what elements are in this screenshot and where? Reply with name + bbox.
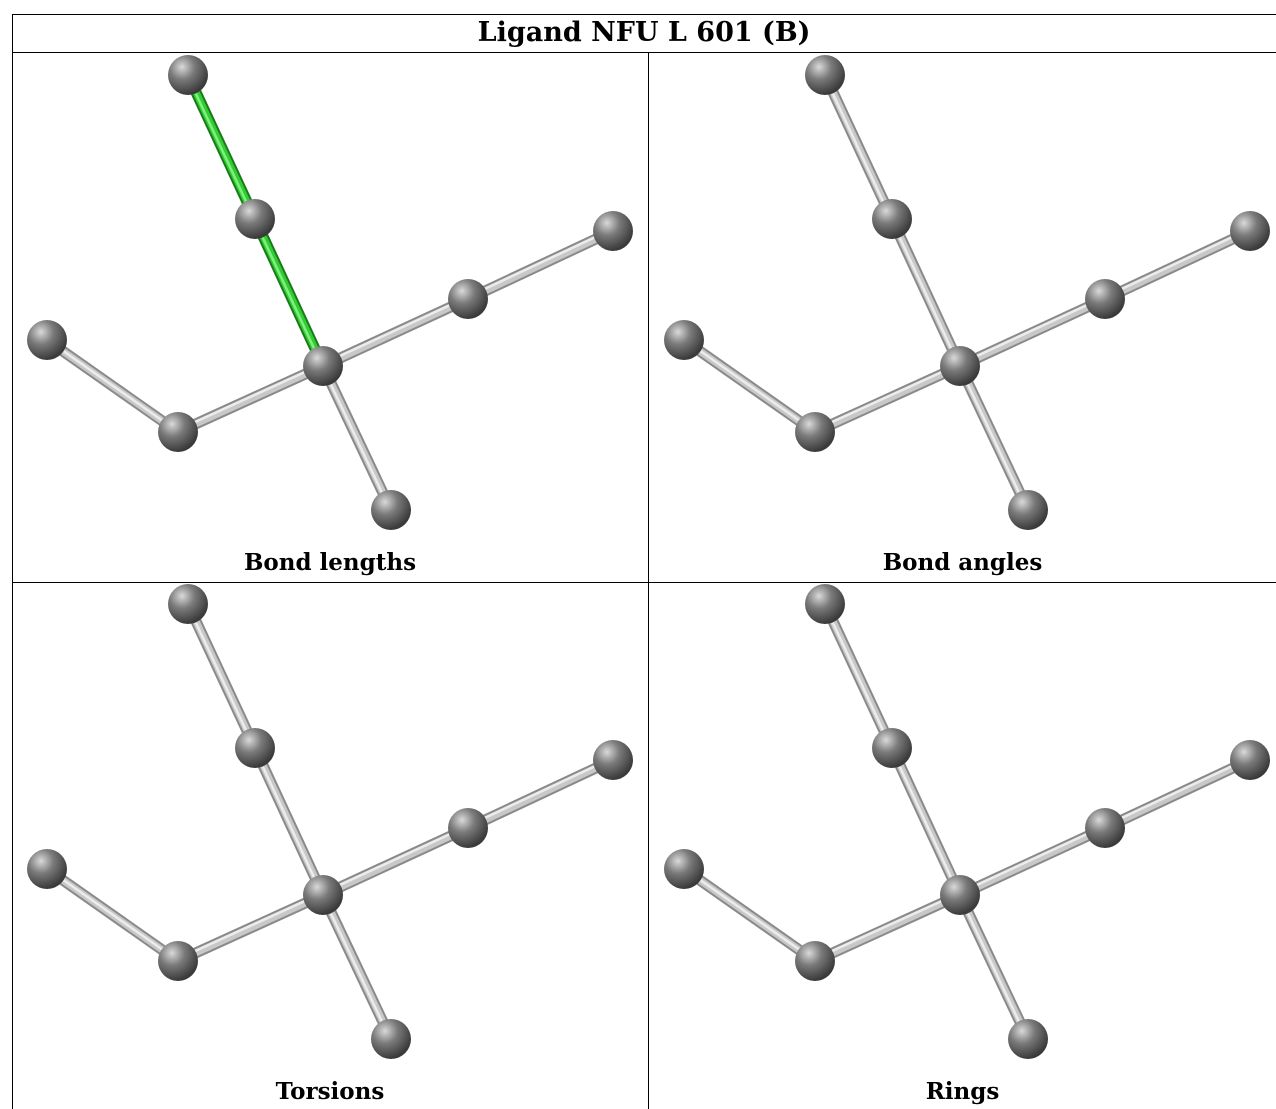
atom-0: [805, 584, 845, 624]
atom-6: [158, 412, 198, 452]
bond-1-5: [886, 213, 966, 372]
bond-6-5: [809, 360, 966, 438]
atom-5: [303, 346, 343, 386]
atom-1: [872, 728, 912, 768]
atom-7: [371, 1019, 411, 1059]
atom-7: [371, 490, 411, 530]
atom-2: [1230, 740, 1270, 780]
atom-7: [1008, 490, 1048, 530]
atom-3: [448, 279, 488, 319]
panel-bond-angles: [649, 54, 1276, 549]
atom-3: [1085, 808, 1125, 848]
molecule-view-torsions: [27, 584, 633, 1059]
bond-2-3: [462, 754, 619, 834]
atom-1: [235, 728, 275, 768]
bond-1-5: [886, 742, 966, 901]
bond-3-5: [317, 822, 474, 901]
panel-bond-lengths: [12, 54, 648, 549]
caption-bond-angles: Bond angles: [882, 549, 1043, 576]
atom-2: [593, 211, 633, 251]
bond-0-1: [819, 69, 898, 225]
panel-torsions: [12, 583, 648, 1078]
bond-5-7: [317, 360, 397, 516]
atom-2: [593, 740, 633, 780]
bond-1-5: [249, 213, 329, 372]
atom-1: [872, 199, 912, 239]
atom-0: [168, 55, 208, 95]
atom-1: [235, 199, 275, 239]
caption-torsions: Torsions: [275, 1078, 385, 1105]
atom-4: [664, 320, 704, 360]
atom-3: [1085, 279, 1125, 319]
atom-4: [664, 849, 704, 889]
atom-4: [27, 320, 67, 360]
bond-4-6: [41, 334, 184, 438]
atom-5: [303, 875, 343, 915]
panel-rings: [649, 583, 1276, 1078]
molecule-view-rings: [664, 584, 1270, 1059]
caption-rings: Rings: [925, 1078, 1000, 1105]
bond-2-3: [1099, 754, 1256, 834]
bond-5-7: [954, 360, 1034, 516]
molecule-view-bond-angles: [664, 55, 1270, 530]
bond-1-5: [249, 742, 329, 901]
caption-bond-lengths: Bond lengths: [243, 549, 417, 576]
bond-6-5: [172, 360, 329, 438]
bond-0-1: [182, 69, 261, 225]
bond-6-5: [809, 889, 966, 967]
atom-0: [805, 55, 845, 95]
atom-6: [795, 941, 835, 981]
atom-5: [940, 875, 980, 915]
figure-title: Ligand NFU L 601 (B): [12, 14, 1276, 53]
bond-2-3: [462, 225, 619, 305]
bond-4-6: [678, 863, 821, 967]
bond-4-6: [41, 863, 184, 967]
atom-2: [1230, 211, 1270, 251]
bond-4-6: [678, 334, 821, 438]
atom-6: [158, 941, 198, 981]
bond-0-1: [182, 598, 261, 754]
atom-5: [940, 346, 980, 386]
atom-3: [448, 808, 488, 848]
bond-5-7: [954, 889, 1034, 1045]
atom-6: [795, 412, 835, 452]
atom-0: [168, 584, 208, 624]
atom-7: [1008, 1019, 1048, 1059]
bond-0-1: [819, 598, 898, 754]
bond-3-5: [954, 822, 1111, 901]
figure-frame: [12, 14, 1276, 1109]
horizontal-divider: [12, 582, 1276, 583]
vertical-divider: [648, 53, 649, 1109]
bond-3-5: [954, 293, 1111, 372]
bond-3-5: [317, 293, 474, 372]
bond-6-5: [172, 889, 329, 967]
bond-5-7: [317, 889, 397, 1045]
molecule-view-bond-lengths: [27, 55, 633, 530]
bond-2-3: [1099, 225, 1256, 305]
atom-4: [27, 849, 67, 889]
